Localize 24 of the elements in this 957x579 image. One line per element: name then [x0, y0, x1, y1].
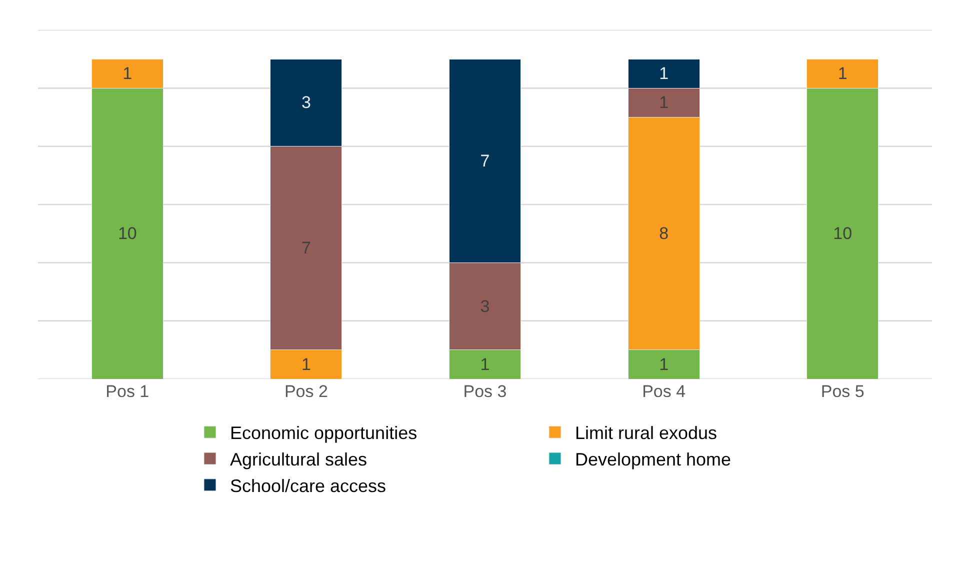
data-label: 1	[301, 354, 311, 374]
legend-label: Agricultural sales	[230, 450, 368, 470]
x-tick-label: Pos 1	[106, 382, 150, 401]
data-label: 7	[480, 151, 490, 170]
x-tick-label: Pos 4	[642, 382, 686, 401]
data-label: 1	[480, 354, 490, 374]
data-label: 1	[659, 354, 669, 374]
data-label: 1	[838, 64, 848, 84]
data-label: 8	[659, 224, 669, 244]
data-label: 1	[122, 64, 132, 84]
data-label: 3	[480, 296, 490, 316]
data-label: 3	[301, 93, 311, 112]
data-label: 10	[118, 224, 137, 244]
legend-label: Economic opportunities	[230, 423, 418, 444]
x-tick-label: Pos 3	[463, 382, 507, 401]
legend-label: Development home	[574, 450, 732, 470]
legend-label: School/care access	[230, 476, 386, 496]
data-label: 10	[833, 224, 852, 244]
data-label: 1	[659, 64, 669, 84]
x-tick-label: Pos 2	[284, 382, 328, 401]
data-label: 1	[659, 93, 669, 112]
data-label: 7	[301, 238, 311, 258]
x-tick-label: Pos 5	[820, 382, 864, 401]
legend-label: Limit rural exodus	[574, 423, 718, 444]
